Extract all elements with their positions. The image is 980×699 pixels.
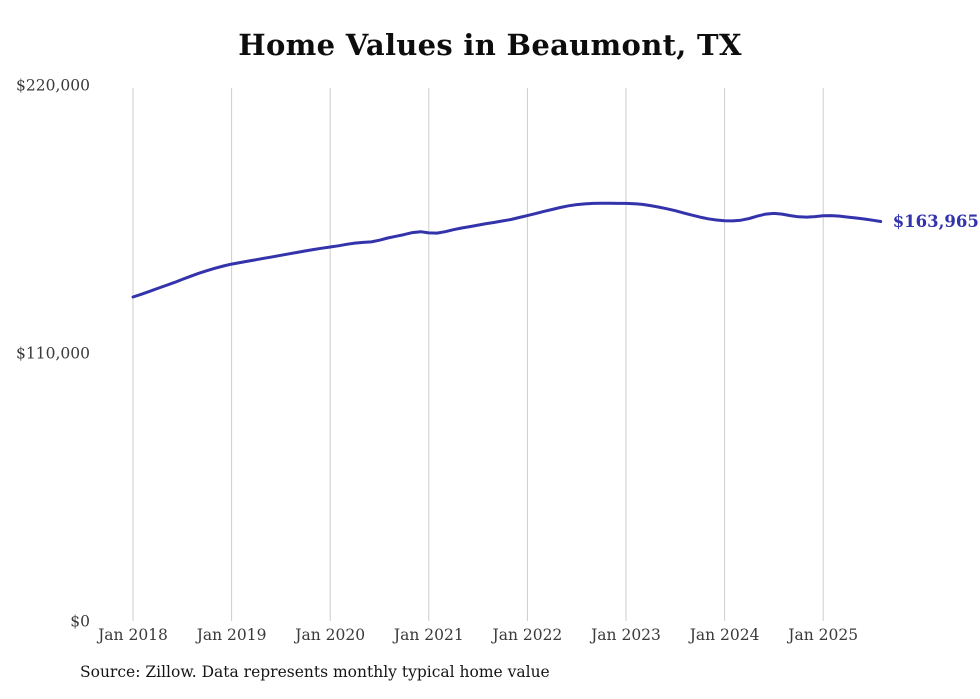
y-tick-label: $110,000	[16, 345, 90, 363]
x-tick-label: Jan 2024	[688, 626, 760, 644]
x-tick-label: Jan 2020	[293, 626, 365, 644]
y-tick-label: $0	[70, 613, 90, 631]
home-value-line	[131, 201, 883, 299]
x-tick-label: Jan 2021	[392, 626, 464, 644]
chart-title: Home Values in Beaumont, TX	[238, 28, 742, 62]
x-tick-label: Jan 2018	[96, 626, 168, 644]
x-tick-label: Jan 2019	[195, 626, 267, 644]
x-tick-label: Jan 2023	[589, 626, 661, 644]
y-tick-label: $220,000	[16, 77, 90, 95]
current-value-label: $163,965	[892, 211, 979, 231]
x-tick-label: Jan 2022	[490, 626, 562, 644]
x-tick-label: Jan 2025	[786, 626, 858, 644]
source-note: Source: Zillow. Data represents monthly …	[80, 663, 550, 681]
